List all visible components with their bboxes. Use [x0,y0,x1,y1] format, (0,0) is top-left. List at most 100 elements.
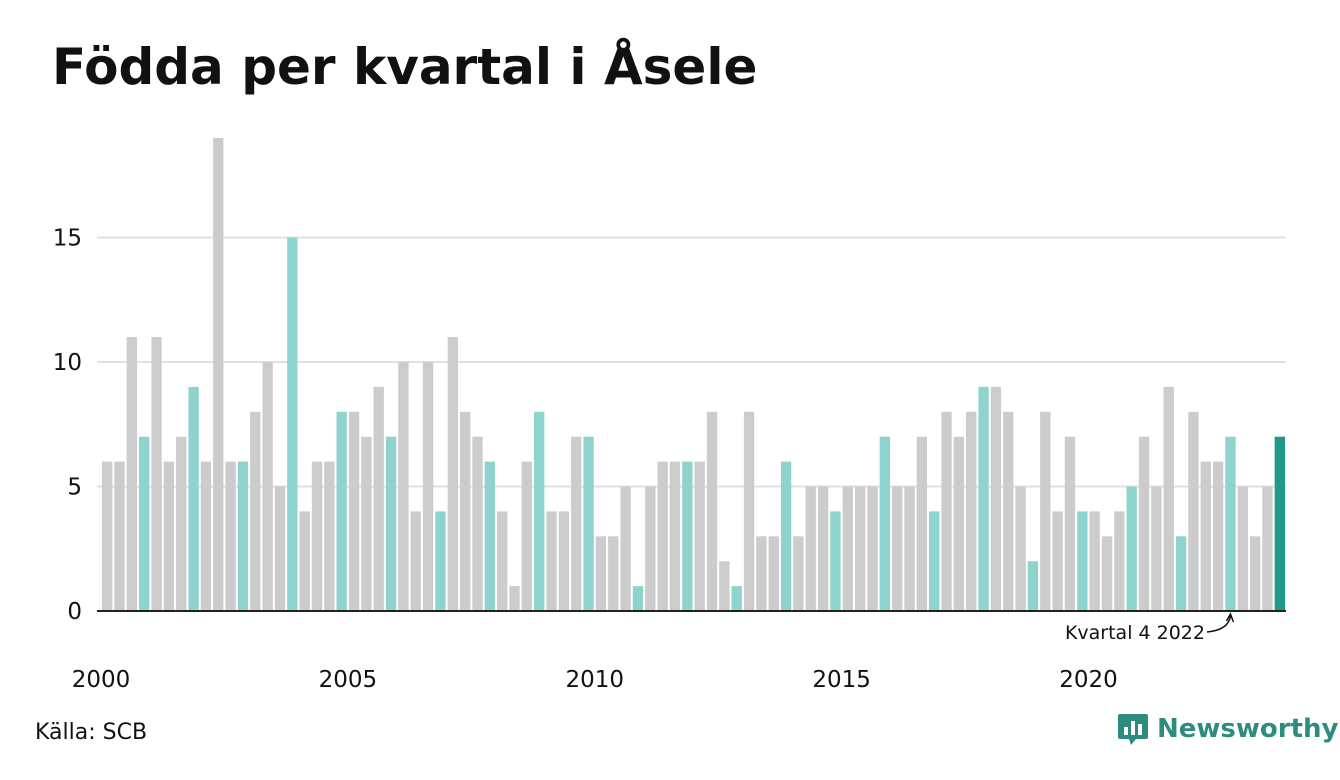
bar [534,411,545,611]
bar [1212,461,1224,611]
bar [608,536,619,611]
bar [1114,511,1125,611]
bar [879,436,890,611]
bars [102,137,1285,611]
bar [595,536,607,611]
bar [583,436,594,611]
bar [1138,436,1150,611]
bar [225,461,236,611]
bar [102,461,113,611]
bar [1077,511,1088,611]
bar [213,137,224,611]
y-axis-ticks: 0 5 10 15 [53,226,82,626]
bar [1274,436,1285,611]
bar [904,486,915,611]
bar [472,436,483,611]
bar [694,461,705,611]
bar [805,486,816,611]
bar [299,511,310,611]
bar [497,511,508,611]
bar [817,486,829,611]
bar [1188,411,1199,611]
bar [237,461,249,611]
bar [459,411,471,611]
y-tick-label: 10 [53,350,82,376]
bar [842,486,853,611]
bar [645,486,656,611]
chart-title: Födda per kvartal i Åsele [52,38,758,96]
bar [657,461,668,611]
annotation-label: Kvartal 4 2022 [1065,622,1205,644]
bar [793,536,804,611]
bar [682,461,693,611]
bar [1175,536,1187,611]
bar [151,337,162,611]
brand-name: Newsworthy [1157,714,1339,744]
bar [1126,486,1137,611]
bar [262,362,273,611]
bar [521,461,533,611]
y-tick-label: 15 [53,226,82,252]
bar [1101,536,1113,611]
bar [546,511,557,611]
bar [929,511,940,611]
gridlines [97,236,1286,488]
x-tick-label: 2010 [565,667,624,693]
bar [348,411,360,611]
bar [1262,486,1273,611]
bar [756,536,767,611]
bar [274,486,286,611]
x-tick-label: 2015 [812,667,871,693]
bar [484,461,495,611]
source-note: Källa: SCB [35,720,148,745]
bar [1003,411,1014,611]
bar [731,586,742,611]
bar [1089,511,1100,611]
bar [953,436,965,611]
bar [1225,436,1236,611]
bar [768,536,779,611]
bar [854,486,866,611]
bar [1027,561,1039,611]
bar [1052,511,1063,611]
bar [1151,486,1162,611]
bar [373,386,384,611]
bar [966,411,977,611]
bar [892,486,903,611]
bar [632,586,644,611]
bar [398,362,409,611]
bar [1064,436,1076,611]
bar [706,411,718,611]
x-tick-label: 2005 [319,667,378,693]
annotation-arrowhead [1225,612,1235,623]
bar [509,586,520,611]
bar [1249,536,1261,611]
bar [200,461,212,611]
bar [139,436,150,611]
bar [1200,461,1211,611]
bar [311,461,323,611]
bar [447,337,458,611]
bar [287,237,298,611]
bar [410,511,421,611]
bar [361,436,372,611]
bar [336,411,347,611]
bar [1015,486,1026,611]
y-tick-label: 0 [67,599,82,625]
bar [1163,386,1174,611]
bar [916,436,928,611]
bar [669,461,681,611]
bar-chart-speech-bubble-icon [1118,714,1148,745]
bar [188,386,199,611]
bar [1040,411,1051,611]
bar [830,511,841,611]
bar [126,337,138,611]
bar [719,561,730,611]
annotation-arrow [1206,615,1232,633]
bar [114,461,125,611]
x-axis-ticks: 2000 2005 2010 2015 2020 [72,667,1118,693]
bar [1237,486,1248,611]
bar [620,486,631,611]
bar [941,411,952,611]
